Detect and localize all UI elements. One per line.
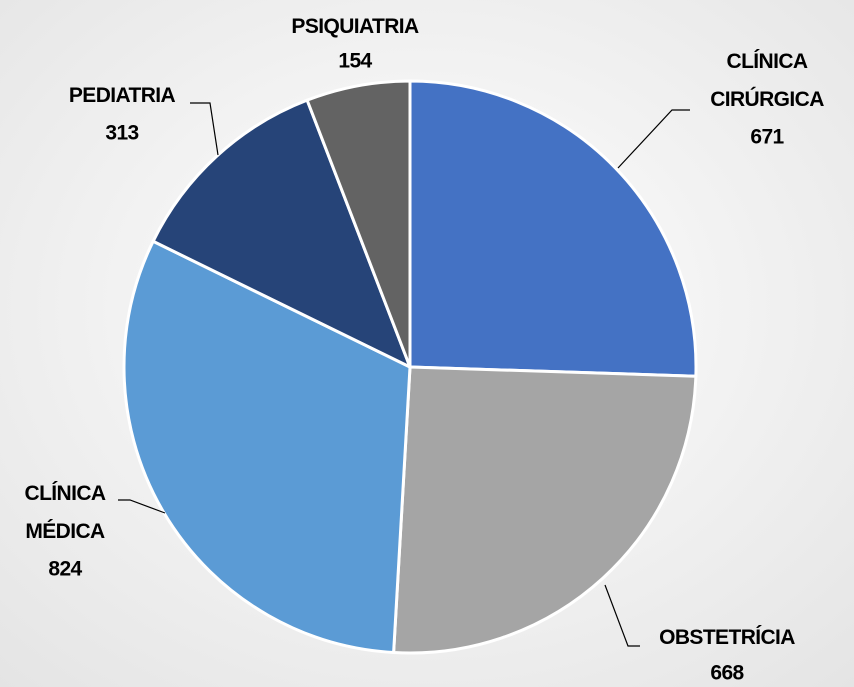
pie-slice (122, 239, 412, 655)
leader-line (617, 109, 690, 169)
category-label: CLÍNICA CIRÚRGICA (710, 50, 824, 111)
pie-slice (408, 79, 698, 378)
pie-slice (305, 79, 412, 369)
value-label: 668 (710, 662, 744, 685)
leader-line (190, 102, 219, 156)
leader-line (118, 499, 166, 514)
value-label: 313 (105, 122, 138, 145)
pie-slice (151, 98, 412, 369)
value-label: 671 (750, 126, 784, 149)
category-label: OBSTETRÍCIA (659, 626, 795, 649)
category-label: PEDIATRIA (69, 84, 176, 107)
category-label: CLÍNICA MÉDICA (25, 482, 106, 543)
value-label: 154 (338, 50, 372, 73)
leader-line (604, 584, 640, 647)
pie-slice (392, 365, 698, 655)
category-label: PSIQUIATRIA (291, 15, 419, 38)
value-label: 824 (48, 558, 82, 581)
